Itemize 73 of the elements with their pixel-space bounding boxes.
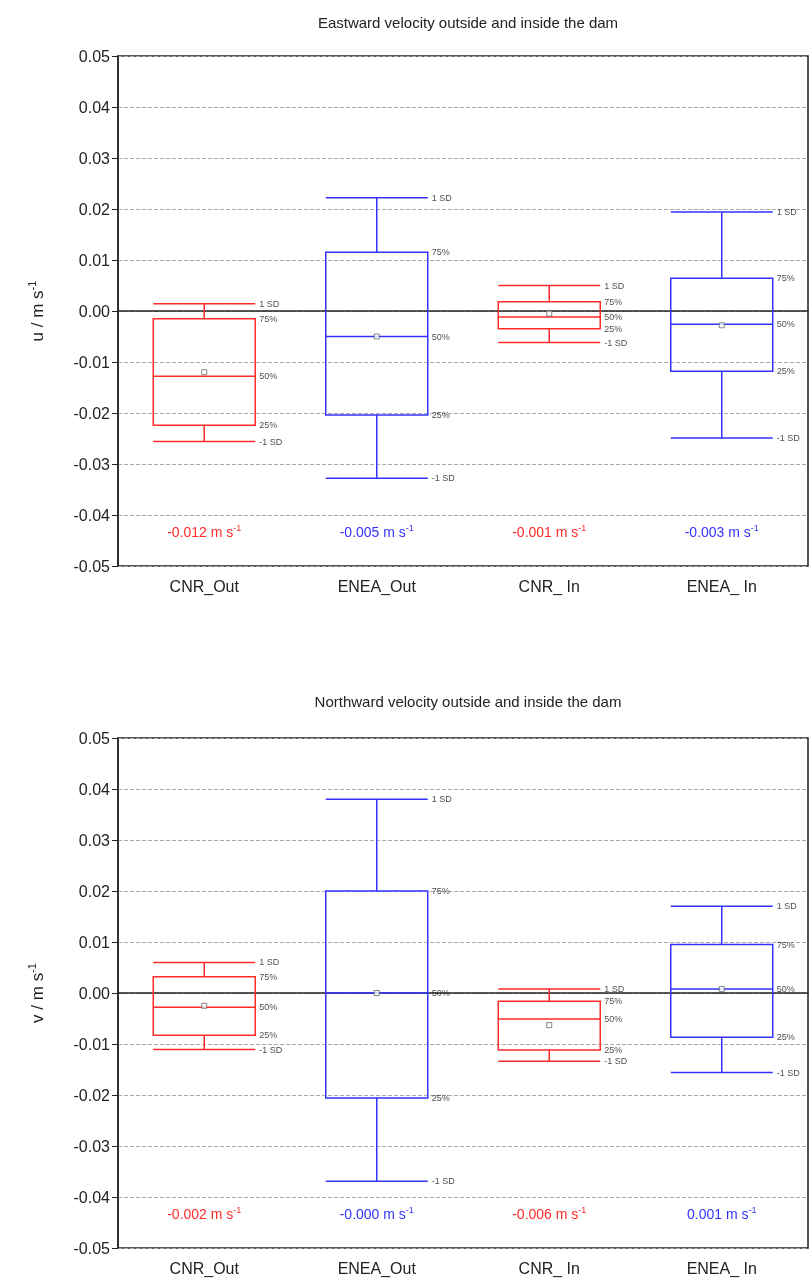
annotation: 1 SD bbox=[604, 280, 625, 291]
y-tick-label: -0.04 bbox=[73, 1188, 111, 1206]
y-tick-label: -0.03 bbox=[73, 455, 111, 473]
x-tick-label: CNR_Out bbox=[169, 1259, 240, 1278]
annotation: 75% bbox=[259, 313, 278, 324]
annotation: -1 SD bbox=[776, 1067, 801, 1078]
y-tick-label: 0.02 bbox=[78, 200, 111, 218]
annotation: -1 SD bbox=[604, 337, 628, 348]
annotation: 25% bbox=[604, 323, 623, 334]
y-tick-label: -0.01 bbox=[73, 1035, 111, 1053]
annotation: 50% bbox=[604, 312, 623, 323]
y-tick-label: 0.03 bbox=[78, 149, 111, 167]
annotation: 50% bbox=[776, 983, 795, 994]
x-tick-label: ENEA_Out bbox=[337, 577, 417, 596]
chart-title: Northward velocity outside and inside the dam bbox=[314, 693, 622, 710]
y-tick-label: 0.04 bbox=[78, 98, 111, 116]
chart-title: Eastward velocity outside and inside the dam bbox=[317, 14, 619, 31]
y-tick-label: -0.02 bbox=[73, 1086, 111, 1104]
annotation: 75% bbox=[776, 273, 795, 284]
annotation: 75% bbox=[604, 996, 623, 1007]
annotation: -1 SD bbox=[259, 436, 283, 447]
y-tick-label: -0.02 bbox=[73, 404, 111, 422]
annotation: 50% bbox=[776, 319, 795, 330]
y-axis-title: v / m s-1 bbox=[26, 963, 47, 1023]
annotation: 25% bbox=[776, 1032, 795, 1043]
y-tick-label: -0.05 bbox=[73, 1239, 111, 1257]
annotation: 25% bbox=[431, 410, 450, 421]
y-tick-label: 0.00 bbox=[78, 984, 111, 1002]
annotation: 1 SD bbox=[776, 207, 798, 218]
x-tick-label: CNR_ In bbox=[518, 1259, 580, 1278]
y-tick-label: -0.05 bbox=[73, 557, 111, 575]
annotation: 25% bbox=[259, 420, 278, 431]
annotation: 50% bbox=[259, 1002, 278, 1013]
y-tick-label: 0.03 bbox=[78, 831, 111, 849]
annotation: 1 SD bbox=[431, 192, 453, 203]
y-axis-title: u / m s-1 bbox=[26, 280, 47, 342]
annotation: -1 SD bbox=[259, 1044, 283, 1055]
annotation: 25% bbox=[259, 1030, 278, 1041]
annotation: 75% bbox=[776, 939, 795, 950]
annotation: -1 SD bbox=[431, 1176, 456, 1187]
x-tick-label: ENEA_ In bbox=[686, 577, 757, 596]
annotation: 75% bbox=[604, 296, 623, 307]
annotation: 75% bbox=[431, 247, 450, 258]
annotation: 50% bbox=[431, 331, 450, 342]
annotation: 1 SD bbox=[431, 794, 453, 805]
x-tick-label: CNR_ In bbox=[518, 577, 580, 596]
annotation: -1 SD bbox=[431, 473, 456, 484]
y-tick-label: 0.01 bbox=[78, 251, 111, 269]
y-tick-label: 0.04 bbox=[78, 780, 111, 798]
y-tick-label: 0.01 bbox=[78, 933, 111, 951]
annotation: -1 SD bbox=[604, 1056, 628, 1067]
x-tick-label: ENEA_Out bbox=[337, 1259, 417, 1278]
annotation: 75% bbox=[431, 886, 450, 896]
annotation: 75% bbox=[259, 971, 278, 982]
y-tick-label: -0.03 bbox=[73, 1137, 111, 1155]
y-tick-label: 0.02 bbox=[78, 882, 111, 900]
y-tick-label: 0.05 bbox=[78, 47, 111, 65]
annotation: 25% bbox=[431, 1093, 450, 1104]
annotation: 1 SD bbox=[776, 901, 798, 912]
y-tick-label: -0.04 bbox=[73, 506, 111, 524]
annotation: 25% bbox=[604, 1045, 623, 1056]
annotation: -1 SD bbox=[776, 432, 801, 443]
x-tick-label: ENEA_ In bbox=[686, 1259, 757, 1278]
y-tick-label: 0.05 bbox=[78, 729, 111, 747]
x-tick-label: CNR_Out bbox=[169, 577, 240, 596]
annotation: 1 SD bbox=[604, 983, 625, 994]
y-tick-label: -0.01 bbox=[73, 353, 111, 371]
annotation: 25% bbox=[776, 366, 795, 377]
annotation: 50% bbox=[259, 371, 278, 382]
annotation: 1 SD bbox=[259, 298, 280, 309]
y-tick-label: 0.00 bbox=[78, 302, 111, 320]
annotation: 1 SD bbox=[259, 957, 280, 968]
annotation: 50% bbox=[604, 1014, 623, 1025]
